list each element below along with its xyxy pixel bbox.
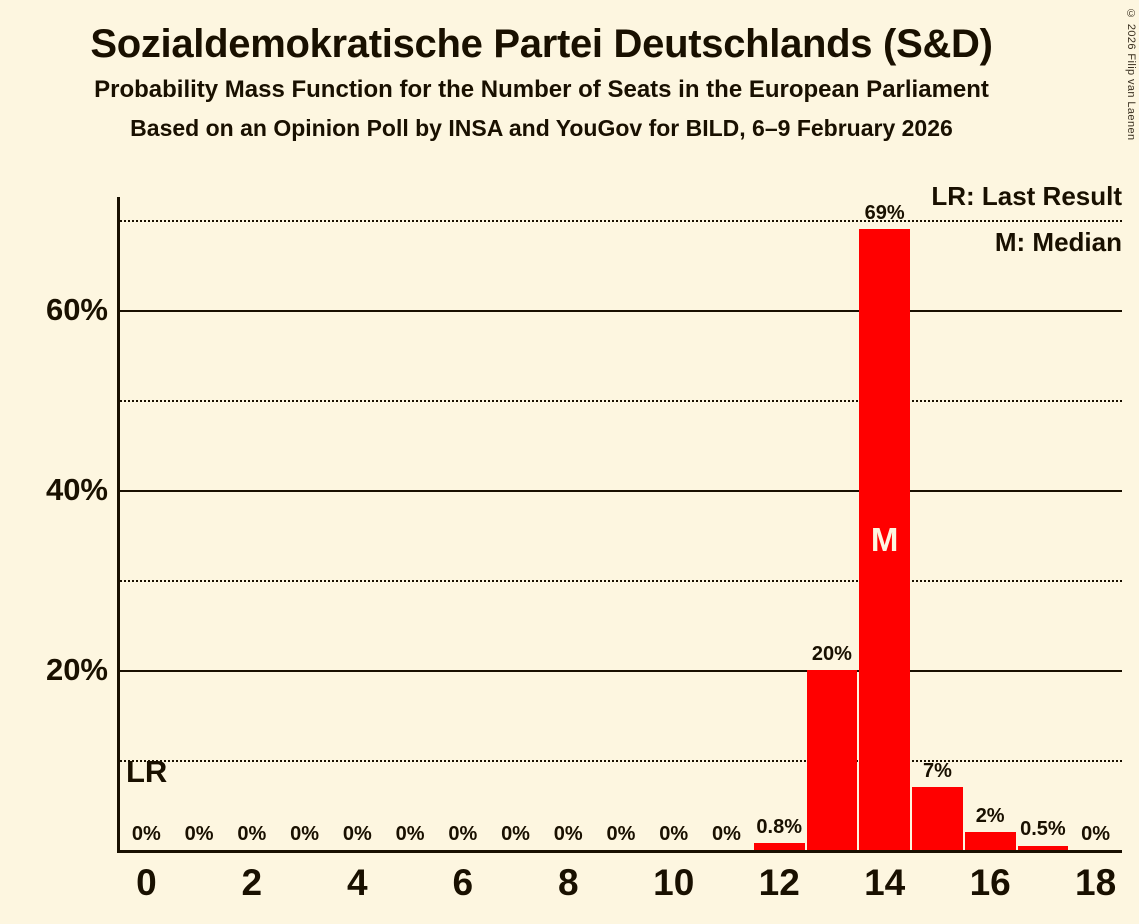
last-result-marker: LR: [126, 753, 168, 789]
y-axis-tick-label: 20%: [45, 651, 108, 687]
x-axis-tick-label: 10: [653, 862, 695, 903]
chart-source-note: Based on an Opinion Poll by INSA and You…: [130, 115, 953, 142]
bar-value-label: 0%: [606, 823, 636, 845]
x-axis-tick-label: 8: [557, 862, 579, 903]
bar-value-label: 0%: [659, 823, 689, 845]
y-axis-line: [117, 197, 120, 850]
gridline-minor: [120, 579, 1122, 582]
x-axis-line: [117, 850, 1122, 853]
legend-item-median: M: Median: [994, 227, 1122, 257]
gridline-major: [120, 309, 1122, 312]
bar: [859, 228, 911, 850]
y-axis-tick-label: 60%: [45, 291, 108, 327]
x-axis-tick-label: 18: [1075, 862, 1117, 903]
bar-value-label: 0%: [342, 823, 372, 845]
gridline-minor: [120, 219, 1122, 222]
chart-header: Sozialdemokratische Partei Deutschlands …: [0, 0, 1083, 142]
x-axis-tick-label: 16: [969, 862, 1011, 903]
gridline-minor: [120, 399, 1122, 402]
bar-value-label: 0%: [448, 823, 478, 845]
chart-subtitle: Probability Mass Function for the Number…: [94, 75, 989, 103]
bar-value-label: 0%: [712, 823, 741, 845]
legend: LR: Last Result M: Median: [931, 183, 1122, 255]
bar-value-label: 0.8%: [756, 815, 802, 838]
x-axis-tick-label: 2: [241, 862, 263, 903]
bar: [806, 669, 858, 850]
bar-value-label: 0%: [131, 823, 161, 845]
bar-value-label: 69%: [864, 201, 905, 224]
x-axis-tick-label: 0: [136, 862, 157, 903]
y-axis-labels: 20% 40% 60%: [0, 197, 108, 850]
gridline-major: [120, 489, 1122, 492]
bar-value-label: 0%: [553, 823, 583, 845]
gridline-major: [120, 669, 1122, 672]
bar-value-label: 20%: [811, 642, 852, 665]
plot-area: 0% 0% 0% 0% 0% 0% 0% 0% 0% 0% 0% 0% 0.8% 20% 69% 7% 2% 0.…: [117, 197, 1122, 853]
bar: [964, 832, 1016, 850]
x-axis-tick-label: 12: [758, 862, 800, 903]
bar: [753, 842, 805, 850]
page-title: Sozialdemokratische Partei Deutschlands …: [90, 22, 993, 66]
x-axis-tick-label: 14: [864, 862, 906, 903]
y-axis-tick-label: 40%: [45, 471, 108, 507]
bar-value-label: 0%: [395, 823, 425, 845]
bar: [1017, 845, 1069, 850]
bar-value-label: 0%: [290, 823, 320, 845]
median-marker: M: [870, 521, 899, 559]
legend-item-last-result: LR: Last Result: [931, 181, 1122, 211]
bar-value-label: 7%: [922, 759, 952, 782]
bar-value-label: 0%: [1081, 823, 1111, 845]
bar-value-label: 0%: [501, 823, 530, 845]
bar-value-label: 0.5%: [1020, 818, 1066, 841]
x-axis-labels: 0 2 4 6 8 10 12 14 16 18: [120, 862, 1122, 917]
bar-value-label: 0%: [237, 823, 267, 845]
bar: [912, 786, 963, 850]
x-axis-tick-label: 4: [347, 862, 368, 903]
copyright-notice: © 2026 Filip van Laenen: [1125, 8, 1137, 141]
x-axis-tick-label: 6: [452, 862, 474, 903]
bar-value-label: 0%: [184, 823, 214, 845]
gridline-minor: [120, 759, 1122, 762]
bar-value-label: 2%: [975, 804, 1005, 827]
